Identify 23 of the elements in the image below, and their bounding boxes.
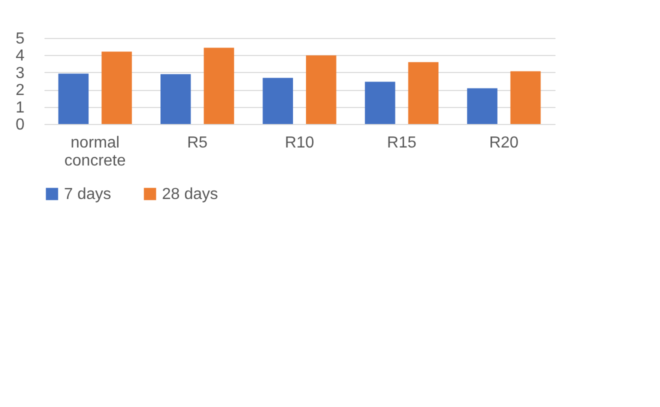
bar: [204, 48, 234, 124]
x-tick-label: R10: [284, 134, 314, 152]
x-tick-label: R5: [187, 134, 208, 152]
bar: [58, 74, 89, 124]
bar: [408, 62, 438, 124]
legend-label: 7 days: [64, 186, 112, 203]
bar: [306, 55, 336, 124]
x-tick-label: R15: [387, 134, 416, 152]
x-tick-label: R20: [489, 134, 519, 152]
y-tick-label: 2: [16, 82, 25, 100]
x-tick-label: normal concrete: [64, 134, 126, 170]
y-tick-label: 4: [16, 48, 25, 65]
legend-label: 28 days: [162, 186, 218, 203]
bar: [262, 78, 294, 124]
bar: [510, 71, 541, 124]
y-tick-label: 0: [16, 116, 25, 134]
y-tick-label: 5: [16, 30, 25, 48]
bar: [364, 82, 396, 124]
bar: [102, 52, 132, 124]
y-tick-label: 3: [16, 64, 25, 82]
y-tick-label: 1: [16, 99, 25, 116]
bar: [160, 74, 191, 124]
bar: [467, 88, 498, 124]
